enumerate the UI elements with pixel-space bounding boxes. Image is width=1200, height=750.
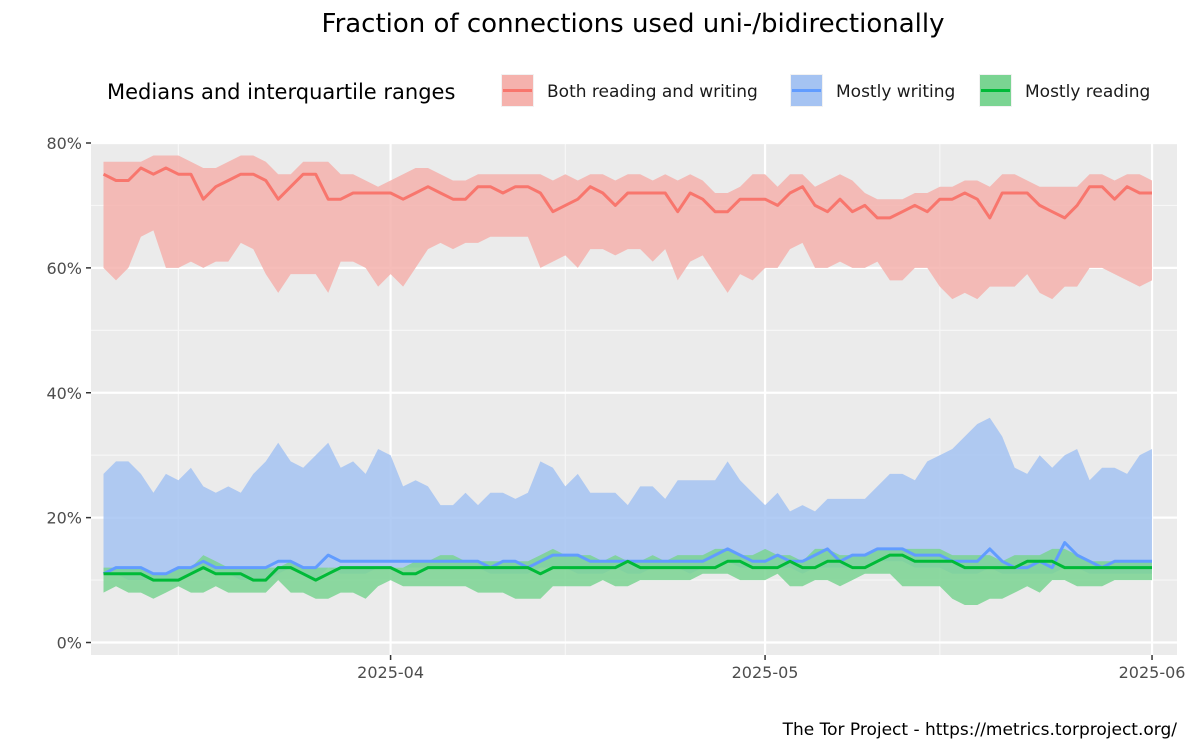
x-tick-label: 2025-06	[1119, 663, 1186, 682]
y-tick-label: 20%	[46, 509, 82, 528]
band-both	[103, 155, 1152, 300]
chart-title: Fraction of connections used uni-/bidire…	[322, 9, 945, 39]
y-tick-label: 60%	[46, 259, 82, 278]
legend-label-both: Both reading and writing	[547, 82, 758, 102]
median-lines	[102, 166, 1152, 582]
y-axis: 0% 20% 40% 60% 80%	[46, 134, 91, 653]
median-line-reading	[103, 553, 1152, 582]
median-line-both	[102, 166, 1152, 220]
band-reading	[103, 548, 1152, 605]
credit-text: The Tor Project - https://metrics.torpro…	[782, 720, 1178, 740]
y-tick-label: 80%	[46, 134, 82, 153]
legend-entry-writing: Mostly writing	[790, 74, 955, 107]
legend-label-writing: Mostly writing	[836, 82, 955, 102]
y-tick-label: 0%	[57, 634, 82, 653]
legend-label-reading: Mostly reading	[1025, 82, 1150, 102]
x-tick-label: 2025-05	[732, 663, 799, 682]
x-tick-label: 2025-04	[357, 663, 424, 682]
band-writing	[103, 417, 1152, 581]
legend-entry-reading: Mostly reading	[979, 74, 1150, 107]
legend-title: Medians and interquartile ranges	[107, 80, 455, 104]
legend-entry-both: Both reading and writing	[501, 74, 758, 107]
interquartile-bands	[103, 155, 1152, 605]
legend: Medians and interquartile ranges Both re…	[107, 74, 1150, 107]
y-tick-label: 40%	[46, 384, 82, 403]
x-axis: 2025-04 2025-05 2025-06	[357, 655, 1185, 682]
